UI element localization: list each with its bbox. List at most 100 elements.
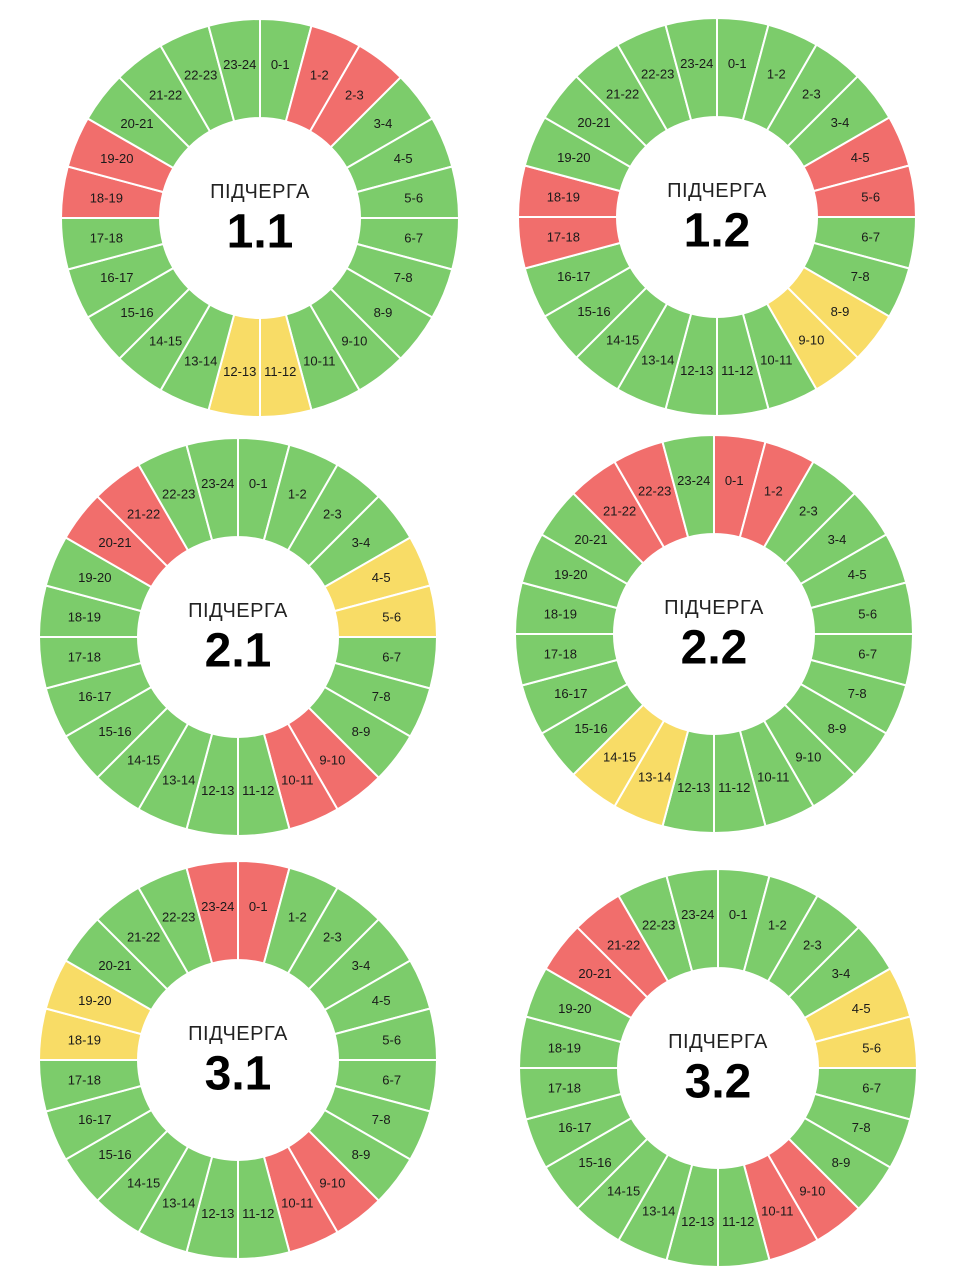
hour-label: 1-2 [288,909,307,924]
wheel-center [139,538,337,736]
hour-label: 7-8 [394,270,413,285]
hour-label: 11-12 [242,783,274,798]
hour-label: 16-17 [557,269,590,284]
hour-label: 2-3 [323,930,342,945]
hour-label: 21-22 [149,88,182,103]
hour-label: 0-1 [728,56,747,71]
queue-number: 2.2 [681,622,748,675]
hour-label: 5-6 [404,190,423,205]
hour-label: 6-7 [858,647,877,662]
hour-label: 20-21 [120,116,153,131]
hour-label: 18-19 [548,1040,581,1055]
hour-label: 8-9 [828,721,847,736]
hour-label: 10-11 [281,1196,313,1211]
wheel-donut: 0-1 1-2 2-3 3-4 4-5 5-6 6-7 7-8 8-9 9-10 10-11 11-1… [517,867,919,1269]
hour-label: 10-11 [281,773,313,788]
hour-label: 6-7 [862,1081,881,1096]
hour-label: 8-9 [352,1147,371,1162]
hour-label: 7-8 [848,686,867,701]
wheel-donut: 0-1 1-2 2-3 3-4 4-5 5-6 6-7 7-8 8-9 9-10 10-11 11-1… [59,17,461,419]
hour-label: 23-24 [201,476,234,491]
hour-label: 0-1 [729,907,748,922]
hour-label: 21-22 [127,507,160,522]
hour-segment-23-24-on [665,867,719,973]
hour-label: 18-19 [90,190,123,205]
hour-label: 3-4 [374,116,393,131]
wheel-center [139,961,337,1159]
hour-label: 10-11 [303,354,335,369]
wheel-3-2: 0-1 1-2 2-3 3-4 4-5 5-6 6-7 7-8 8-9 9-10 10-11 11-1… [517,867,919,1269]
hour-label: 17-18 [90,231,123,246]
hour-label: 19-20 [558,1001,591,1016]
hour-label: 12-13 [680,363,713,378]
hour-label: 16-17 [78,689,111,704]
hour-label: 13-14 [162,773,195,788]
hour-label: 12-13 [677,780,710,795]
hour-label: 17-18 [547,230,580,245]
hour-label: 15-16 [120,305,153,320]
hour-label: 23-24 [681,907,714,922]
hour-label: 22-23 [162,486,195,501]
wheel-center [161,119,359,317]
hour-label: 14-15 [606,332,639,347]
wheel-donut: 0-1 1-2 2-3 3-4 4-5 5-6 6-7 7-8 8-9 9-10 10-11 11-1… [516,16,918,418]
hour-label: 1-2 [310,67,329,82]
hour-segment-23-24-on [207,17,261,123]
hour-label: 13-14 [642,1204,675,1219]
hour-label: 9-10 [798,332,824,347]
hour-label: 3-4 [831,115,850,130]
wheel-2-2: 0-1 1-2 2-3 3-4 4-5 5-6 6-7 7-8 8-9 9-10 10-11 11-1… [513,433,915,835]
hour-label: 11-12 [722,1214,754,1229]
center-caption: ПІДЧЕРГА [188,600,288,622]
hour-label: 4-5 [848,567,867,582]
hour-label: 0-1 [249,476,268,491]
hour-label: 19-20 [100,151,133,166]
wheel-1-2: 0-1 1-2 2-3 3-4 4-5 5-6 6-7 7-8 8-9 9-10 10-11 11-1… [516,16,918,418]
queue-number: 2.1 [205,625,272,678]
hour-label: 13-14 [638,770,671,785]
hour-label: 2-3 [802,87,821,102]
hour-label: 19-20 [78,993,111,1008]
hour-label: 6-7 [404,231,423,246]
hour-label: 0-1 [271,57,290,72]
hour-label: 16-17 [100,270,133,285]
hour-label: 16-17 [554,686,587,701]
hour-label: 8-9 [832,1155,851,1170]
hour-label: 8-9 [831,304,850,319]
hour-segment-23-24-off [185,859,239,965]
hour-label: 5-6 [382,1032,401,1047]
hour-label: 19-20 [557,150,590,165]
hour-label: 20-21 [574,532,607,547]
hour-label: 1-2 [764,483,783,498]
hour-label: 16-17 [558,1120,591,1135]
wheel-3-1: 0-1 1-2 2-3 3-4 4-5 5-6 6-7 7-8 8-9 9-10 10-11 11-1… [37,859,439,1261]
hour-label: 21-22 [607,938,640,953]
hour-label: 12-13 [223,364,256,379]
hour-label: 6-7 [861,230,880,245]
hour-label: 11-12 [242,1206,274,1221]
hour-label: 9-10 [341,333,367,348]
hour-label: 19-20 [554,567,587,582]
hour-label: 19-20 [78,570,111,585]
wheel-1-1: 0-1 1-2 2-3 3-4 4-5 5-6 6-7 7-8 8-9 9-10 10-11 11-1… [59,17,461,419]
hour-label: 11-12 [721,363,753,378]
hour-label: 4-5 [372,993,391,1008]
hour-label: 0-1 [249,899,268,914]
hour-label: 17-18 [548,1081,581,1096]
hour-label: 4-5 [851,150,870,165]
hour-label: 17-18 [68,1073,101,1088]
hour-label: 22-23 [638,483,671,498]
hour-label: 13-14 [641,353,674,368]
center-caption: ПІДЧЕРГА [667,180,767,202]
hour-label: 21-22 [606,87,639,102]
hour-segment-23-24-on [185,436,239,542]
hour-segment-23-24-on [661,433,715,539]
hour-label: 14-15 [127,1175,160,1190]
hour-label: 14-15 [607,1183,640,1198]
hour-label: 17-18 [68,650,101,665]
hour-label: 23-24 [677,473,710,488]
hour-label: 10-11 [760,353,792,368]
center-caption: ПІДЧЕРГА [210,181,310,203]
queue-number: 1.1 [227,206,294,259]
hour-label: 18-19 [68,609,101,624]
